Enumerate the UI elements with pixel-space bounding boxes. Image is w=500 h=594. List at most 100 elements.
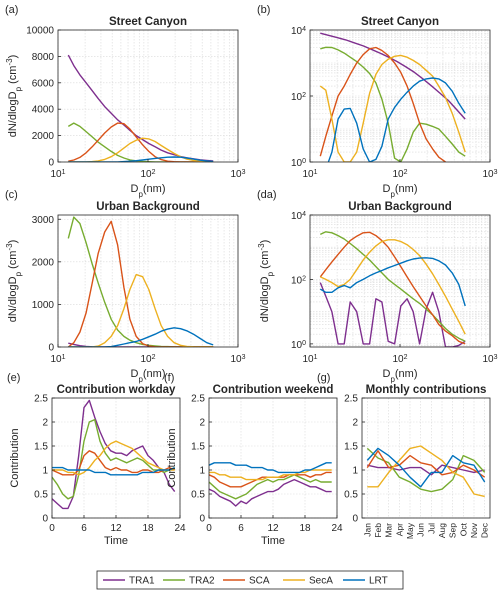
series-line-tra2 [320, 46, 466, 162]
series-line-sca [366, 450, 486, 478]
legend-label-tra1: TRA1 [129, 576, 155, 587]
y-tick-label: 2.5 [344, 394, 358, 405]
x-tick-label: 103 [230, 354, 245, 366]
series-line-tra1 [367, 464, 485, 476]
x-tick-label: 103 [482, 169, 497, 181]
legend: TRA1 TRA2 SCA SecA LRT [96, 570, 404, 590]
legend-box [96, 570, 404, 590]
y-tick-label: 2 [42, 418, 48, 429]
y-tick-label: 1 [42, 466, 48, 477]
panel-label: (c) [5, 189, 18, 201]
x-tick-label: 0 [206, 523, 212, 534]
x-tick-label: 101 [50, 354, 65, 366]
series-line-seca [52, 440, 175, 476]
chart-title: Street Canyon [361, 16, 439, 28]
x-tick-label: 102 [140, 354, 155, 366]
series-line-lrt [366, 447, 486, 488]
legend-label-tra2: TRA2 [189, 576, 215, 587]
series-line-lrt [209, 462, 332, 474]
y-tick-label: 102 [291, 275, 306, 287]
chart-title: Contribution workday [57, 384, 176, 396]
series-lines [209, 462, 332, 507]
y-axis-label: dN/dlogDp (cm-3) [257, 240, 275, 323]
axes-frame [361, 397, 491, 519]
chart-title: Monthly contributions [366, 384, 487, 396]
y-tick-label: 1000 [32, 300, 55, 311]
x-tick-label: Dec [480, 522, 490, 538]
chart-title: Urban Background [96, 201, 200, 213]
x-tick-label: Nov [469, 522, 479, 538]
y-tick-label: 100 [291, 339, 306, 351]
y-tick-label: 2 [352, 418, 358, 429]
x-axis-label: Time [261, 535, 285, 547]
series-line-sca [68, 122, 214, 162]
series-line-tra2 [366, 447, 486, 493]
y-tick-label: 2.5 [34, 394, 48, 405]
series-line-tra2 [67, 122, 214, 162]
x-tick-label: 18 [299, 523, 311, 534]
x-tick-label: 103 [230, 169, 245, 181]
y-tick-label: 1.5 [34, 442, 48, 453]
y-tick-label: 0 [42, 514, 48, 525]
series-line-tra2 [52, 418, 175, 500]
x-tick-label: Sep [448, 523, 458, 538]
x-tick-label: Oct [458, 522, 468, 536]
x-tick-label: 6 [238, 523, 244, 534]
series-line-lrt [319, 257, 466, 307]
panel-label: (e) [7, 372, 20, 384]
y-tick-label: 100 [291, 158, 306, 170]
panel-da: 100 102 104 101 102 103 Urban Background (da) Dp… [257, 189, 498, 384]
series-line-tra2 [67, 216, 214, 347]
x-tick-label: 101 [302, 169, 317, 181]
x-tick-label: Jul [426, 523, 436, 534]
gridlines [57, 215, 238, 348]
panel-label: (g) [317, 372, 330, 384]
y-tick-label: 10000 [26, 26, 54, 37]
y-tick-label: 104 [291, 26, 306, 38]
x-tick-label: 12 [267, 523, 279, 534]
y-tick-label: 1 [352, 466, 358, 477]
y-tick-label: 0.5 [191, 490, 205, 501]
y-tick-label: 4000 [32, 105, 55, 116]
series-line-tra1 [320, 32, 466, 120]
series-line-sca [319, 231, 466, 345]
series-line-lrt [68, 156, 214, 162]
series-line-tra1 [319, 282, 466, 347]
x-tick-label: Mar [384, 523, 394, 538]
series-line-seca [367, 445, 485, 498]
panel-label: (f) [164, 372, 174, 384]
y-tick-label: 0 [48, 343, 54, 354]
x-tick-label: Jun [416, 523, 426, 537]
x-tick-label: 18 [142, 523, 154, 534]
y-axis-label: Contribution [9, 428, 21, 487]
x-tick-label: 0 [49, 523, 55, 534]
chart-title: Urban Background [348, 201, 452, 213]
x-tick-label: Apr [394, 523, 404, 536]
y-tick-label: 8000 [32, 52, 55, 63]
series-line-seca [68, 273, 214, 347]
y-tick-label: 1.5 [191, 442, 205, 453]
y-tick-label: 6000 [32, 78, 55, 89]
y-tick-label: 2000 [32, 131, 55, 142]
series-line-lrt [68, 327, 214, 347]
panel-label: (da) [257, 189, 277, 201]
series-line-tra2 [320, 231, 466, 342]
x-tick-label: Feb [373, 523, 383, 538]
series-line-sca [319, 46, 446, 162]
y-tick-label: 0 [48, 158, 54, 169]
gridlines [309, 215, 490, 348]
panel-a: 0 2000 4000 6000 8000 10000 101 102 103 Street Ca… [5, 4, 246, 199]
series-line-tra2 [209, 474, 332, 500]
panel-label: (a) [5, 4, 18, 16]
y-tick-label: 0 [352, 514, 358, 525]
series-line-lrt [52, 466, 175, 476]
y-tick-label: 3000 [32, 215, 55, 226]
series-lines [319, 231, 466, 347]
legend-label-sca: SCA [249, 576, 270, 587]
x-tick-label: 102 [140, 169, 155, 181]
panel-f: 0 0.5 1 1.5 2 2.5 0 6 12 18 24 Contribution weekend… [164, 372, 343, 547]
x-tick-label: 101 [50, 169, 65, 181]
chart-title: Contribution weekend [213, 384, 334, 396]
x-tick-label: 24 [174, 523, 186, 534]
y-tick-label: 102 [291, 92, 306, 104]
